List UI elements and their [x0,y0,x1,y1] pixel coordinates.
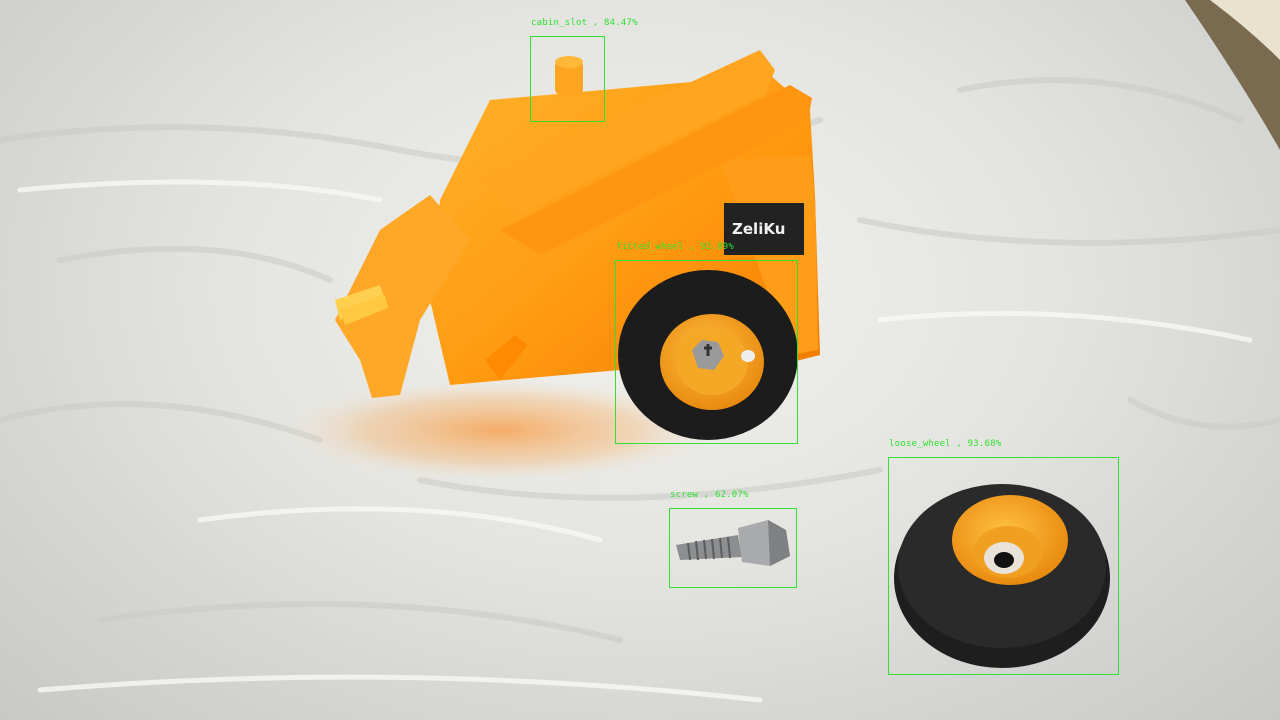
detection-box-fitted-wheel [615,260,798,444]
detection-label-fitted-wheel: fitted_wheel , 92.89% [616,242,734,252]
detection-box-screw [669,508,797,588]
brand-logo-text: ZeliKu [732,220,786,238]
detection-box-loose-wheel [888,457,1119,675]
cloth-highlights [17,179,1253,703]
detection-label-screw: screw , 62.07% [670,490,749,500]
detection-label-cabin-slot: cabin_slot , 84.47% [531,18,638,28]
brand-badge [724,203,804,255]
screw-shape [676,520,790,566]
detection-box-cabin-slot [530,36,605,122]
detection-label-loose-wheel: loose_wheel , 93.68% [889,439,1002,449]
loose-wheel-shape [894,484,1110,668]
fitted-wheel-shape [618,270,798,440]
